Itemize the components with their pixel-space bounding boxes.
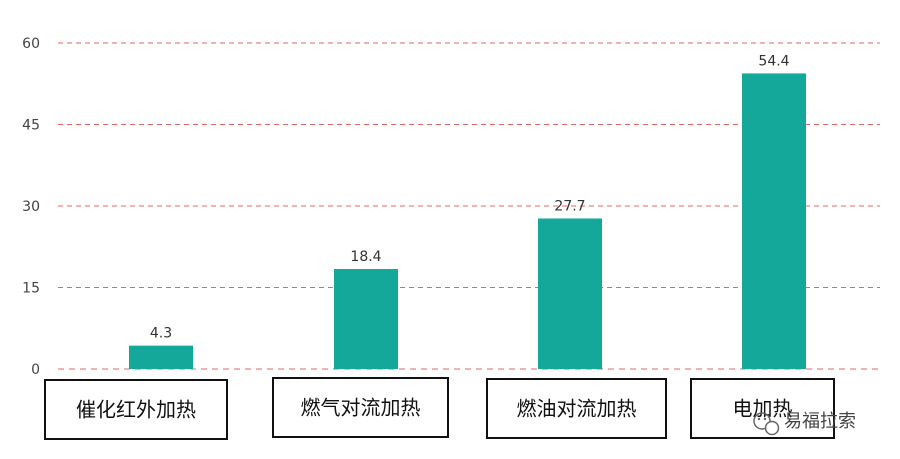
y-tick-label: 60: [22, 36, 40, 52]
watermark-text: 易福拉索: [784, 411, 856, 432]
watermark: 易福拉索: [753, 411, 856, 436]
bar: [334, 269, 398, 369]
bar: [129, 345, 193, 369]
category-box: [690, 378, 835, 439]
y-tick-label: 0: [31, 362, 40, 378]
y-tick-label: 15: [22, 281, 40, 297]
data-label: 27.7: [554, 198, 585, 214]
category-box: [486, 378, 667, 439]
category-labels: 催化红外加热 燃气对流加热 燃油对流加热 电加热: [44, 377, 835, 440]
y-tick-label: 45: [22, 118, 40, 134]
bar: [742, 73, 806, 369]
data-label: 4.3: [150, 326, 172, 342]
data-label: 54.4: [758, 53, 789, 69]
value-labels: 4.3 18.4 27.7 54.4: [150, 53, 790, 341]
data-label: 18.4: [350, 249, 381, 265]
y-tick-label: 30: [22, 199, 40, 215]
x-tick-label: 燃油对流加热: [517, 397, 637, 421]
y-axis-ticks: 0 15 30 45 60: [22, 36, 40, 378]
x-tick-label: 催化红外加热: [76, 398, 196, 422]
category-box: [272, 377, 449, 438]
wechat-icon: [753, 412, 780, 436]
x-tick-label: 电加热: [733, 397, 793, 421]
x-tick-label: 燃气对流加热: [301, 396, 421, 420]
bars: [129, 73, 806, 369]
bar: [538, 218, 602, 369]
category-box: [44, 379, 228, 440]
